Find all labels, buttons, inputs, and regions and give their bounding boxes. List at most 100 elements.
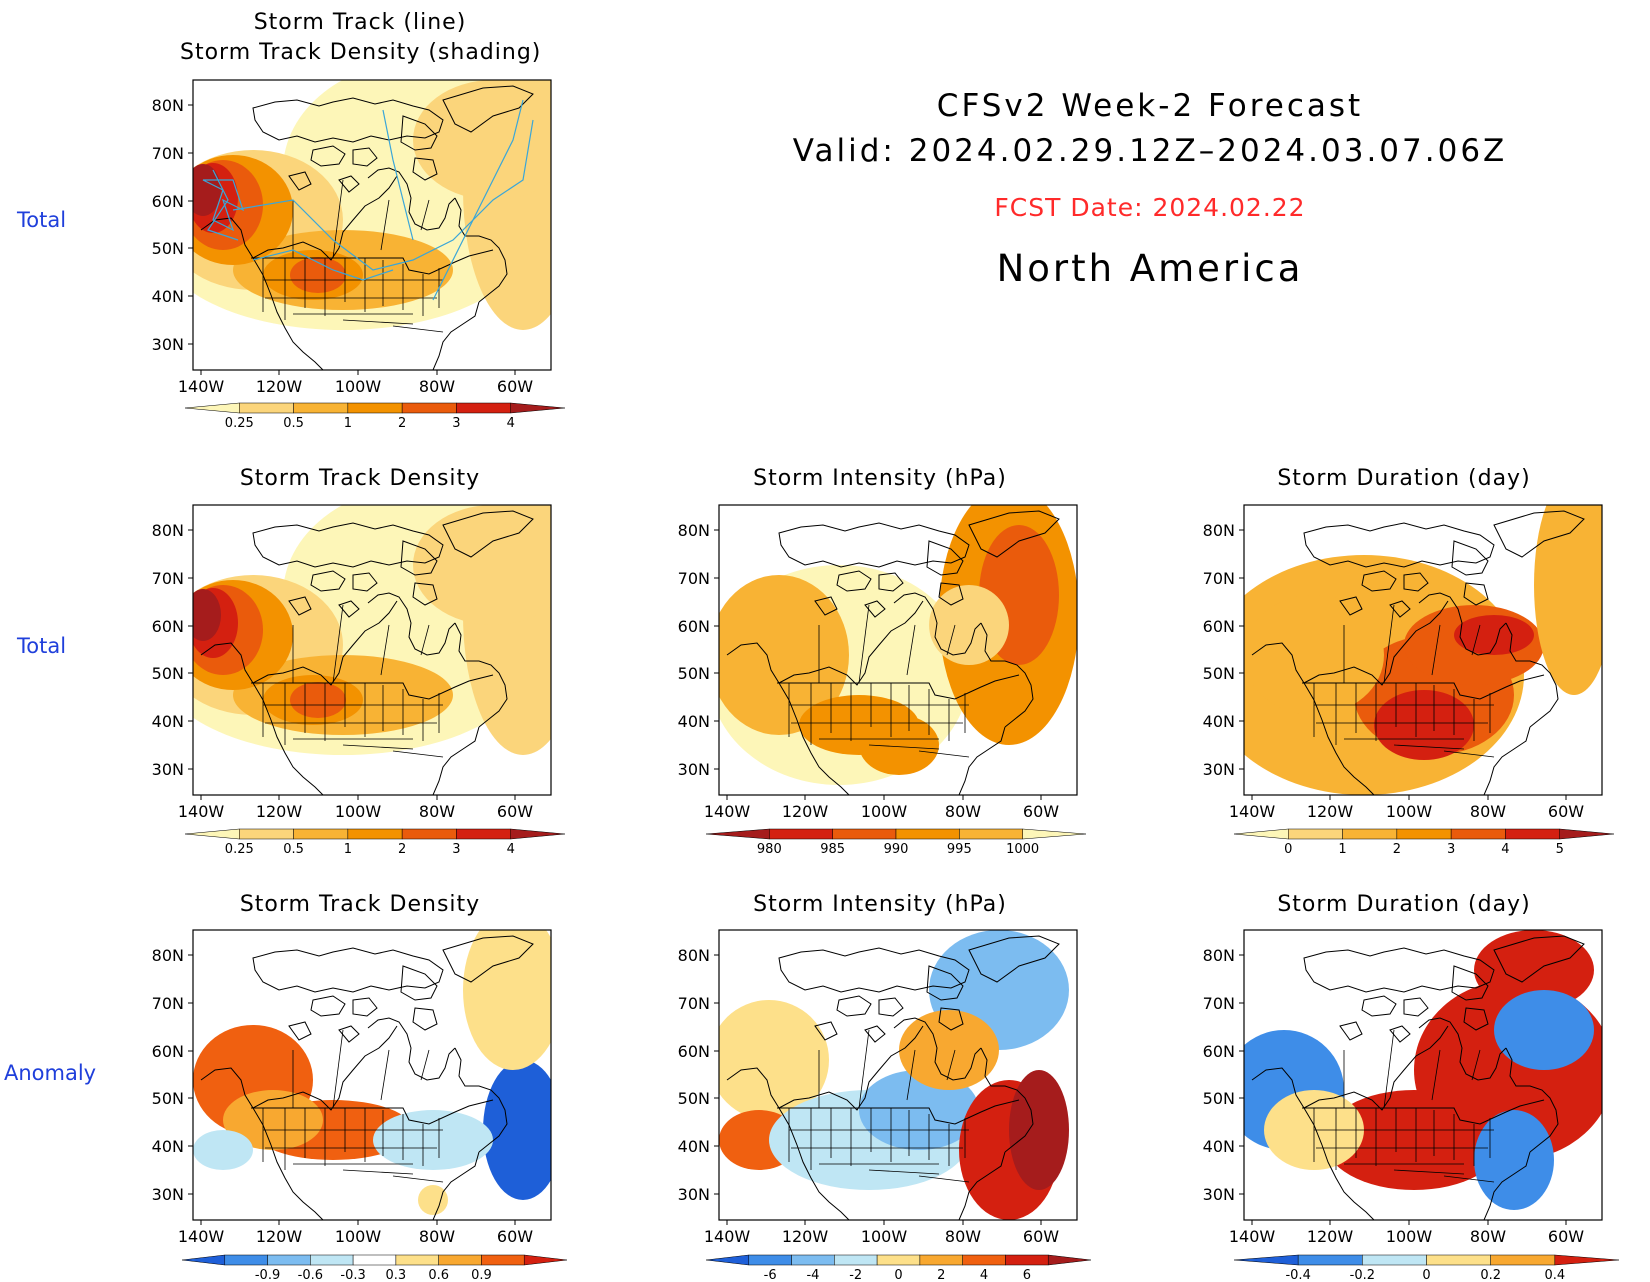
colorbar-segment <box>791 1254 835 1266</box>
lat-label: 50N <box>1203 664 1235 683</box>
colorbar-label: -0.2 <box>1350 1268 1375 1282</box>
coastlines <box>200 935 534 1220</box>
lat-label: 50N <box>152 664 184 683</box>
coastline <box>1303 1025 1449 1111</box>
colorbar-label: 6 <box>1023 1268 1031 1282</box>
lat-label: 40N <box>1203 712 1235 731</box>
lat-label: 80N <box>152 96 184 115</box>
storm-track-line <box>207 169 239 241</box>
colorbar-end-right <box>510 828 566 840</box>
coastline <box>338 600 360 618</box>
coastline <box>252 600 398 686</box>
coastline <box>1418 592 1507 656</box>
lat-label: 40N <box>678 712 710 731</box>
lat-label: 30N <box>152 1185 184 1204</box>
us-canada-border <box>251 674 494 700</box>
colorbar-label: 1000 <box>1006 842 1039 856</box>
state-border <box>1443 1175 1495 1183</box>
colorbar-label: 3 <box>452 842 460 856</box>
forecast-date: FCST Date: 2024.02.22 <box>994 193 1306 222</box>
coastline <box>1361 570 1397 592</box>
province-border <box>420 199 430 231</box>
colorbar-label: -2 <box>849 1268 862 1282</box>
colorbar-label: 0.6 <box>428 1268 449 1282</box>
storm-track-line <box>382 109 414 241</box>
map-panel-2: 80N 70N 60N 50N 40N 30N 140W 120W 100W 80W 60W <box>152 504 552 821</box>
shading-region <box>463 930 551 1070</box>
coastline <box>1339 1021 1363 1041</box>
shading-region <box>223 1090 323 1150</box>
lon-label: 140W <box>704 802 751 821</box>
lon-label: 80W <box>419 377 455 396</box>
coastline <box>352 572 378 592</box>
coastline <box>1251 642 1375 795</box>
coastline <box>1505 1047 1559 1153</box>
lat-label: 70N <box>1203 569 1235 588</box>
coastline <box>310 145 346 167</box>
coastlines <box>1251 510 1585 795</box>
lon-label: 60W <box>1548 802 1584 821</box>
lon-label: 100W <box>861 1227 908 1246</box>
province-border <box>1431 1049 1441 1101</box>
us-canada-border <box>251 1099 494 1125</box>
coastline <box>893 592 982 656</box>
colorbar-label: 3 <box>1447 842 1455 856</box>
lat-label: 80N <box>678 521 710 540</box>
colorbar-segment <box>1450 828 1506 840</box>
shading-region <box>1534 505 1602 695</box>
province-border <box>946 624 956 656</box>
state-border <box>918 750 970 758</box>
province-border <box>332 179 344 259</box>
valid-period: Valid: 2024.02.29.12Z–2024.03.07.06Z <box>792 133 1508 169</box>
coastline <box>442 85 534 133</box>
colorbar-label: 2 <box>398 416 406 430</box>
coastline <box>980 1047 1034 1153</box>
state-border <box>342 1169 414 1175</box>
colorbar-end-left <box>184 402 240 414</box>
lat-label: 40N <box>152 1137 184 1156</box>
shading-region <box>193 1130 253 1170</box>
coastlines <box>1251 935 1585 1220</box>
colorbar-segment <box>1342 828 1398 840</box>
lon-label: 80W <box>419 802 455 821</box>
colorbar-5: -0.9 -0.6 -0.3 0.3 0.6 0.9 <box>181 1254 568 1282</box>
lat-label: 30N <box>152 760 184 779</box>
colorbar-segment <box>1362 1254 1427 1266</box>
shading-region <box>373 1110 493 1170</box>
coastline <box>367 167 456 231</box>
shading-region <box>1474 1110 1554 1210</box>
colorbar-end-right <box>1022 828 1087 840</box>
coastline <box>200 642 324 795</box>
colorbar-end-left <box>705 828 770 840</box>
lon-label: 60W <box>1023 802 1059 821</box>
coastline <box>864 1025 886 1043</box>
state-border <box>392 1175 444 1183</box>
coastline <box>1463 1007 1489 1031</box>
lon-label: 80W <box>945 1227 981 1246</box>
province-border <box>858 604 870 684</box>
lat-label: 70N <box>152 569 184 588</box>
state-border <box>1443 750 1495 758</box>
coastline <box>1339 596 1363 616</box>
forecast-title: CFSv2 Week-2 Forecast <box>936 88 1364 124</box>
lon-label: 60W <box>1548 1227 1584 1246</box>
coastlines <box>200 510 534 795</box>
shading-region <box>929 585 1009 665</box>
lat-label: 50N <box>1203 1089 1235 1108</box>
lon-label: 100W <box>335 802 382 821</box>
lon-label: 140W <box>1229 802 1276 821</box>
province-border <box>380 1049 390 1101</box>
coastline <box>1483 1151 1531 1220</box>
map-panel-3: 80N 70N 60N 50N 40N 30N 140W 120W 100W 80W 60W <box>678 504 1078 821</box>
coastline <box>412 1007 438 1031</box>
coastline <box>252 1025 398 1111</box>
lat-label: 70N <box>152 994 184 1013</box>
colorbar-label: 4 <box>1501 842 1509 856</box>
lat-label: 60N <box>678 1042 710 1061</box>
map-panel-1: 80N 70N 60N 50N 40N 30N 140W 120W 100W 80W 60W <box>152 79 552 396</box>
coastline <box>1389 1025 1411 1043</box>
colorbar-segment <box>347 828 403 840</box>
coastline <box>836 570 872 592</box>
coastline <box>893 1017 982 1081</box>
colorbar-end-left <box>1233 828 1289 840</box>
